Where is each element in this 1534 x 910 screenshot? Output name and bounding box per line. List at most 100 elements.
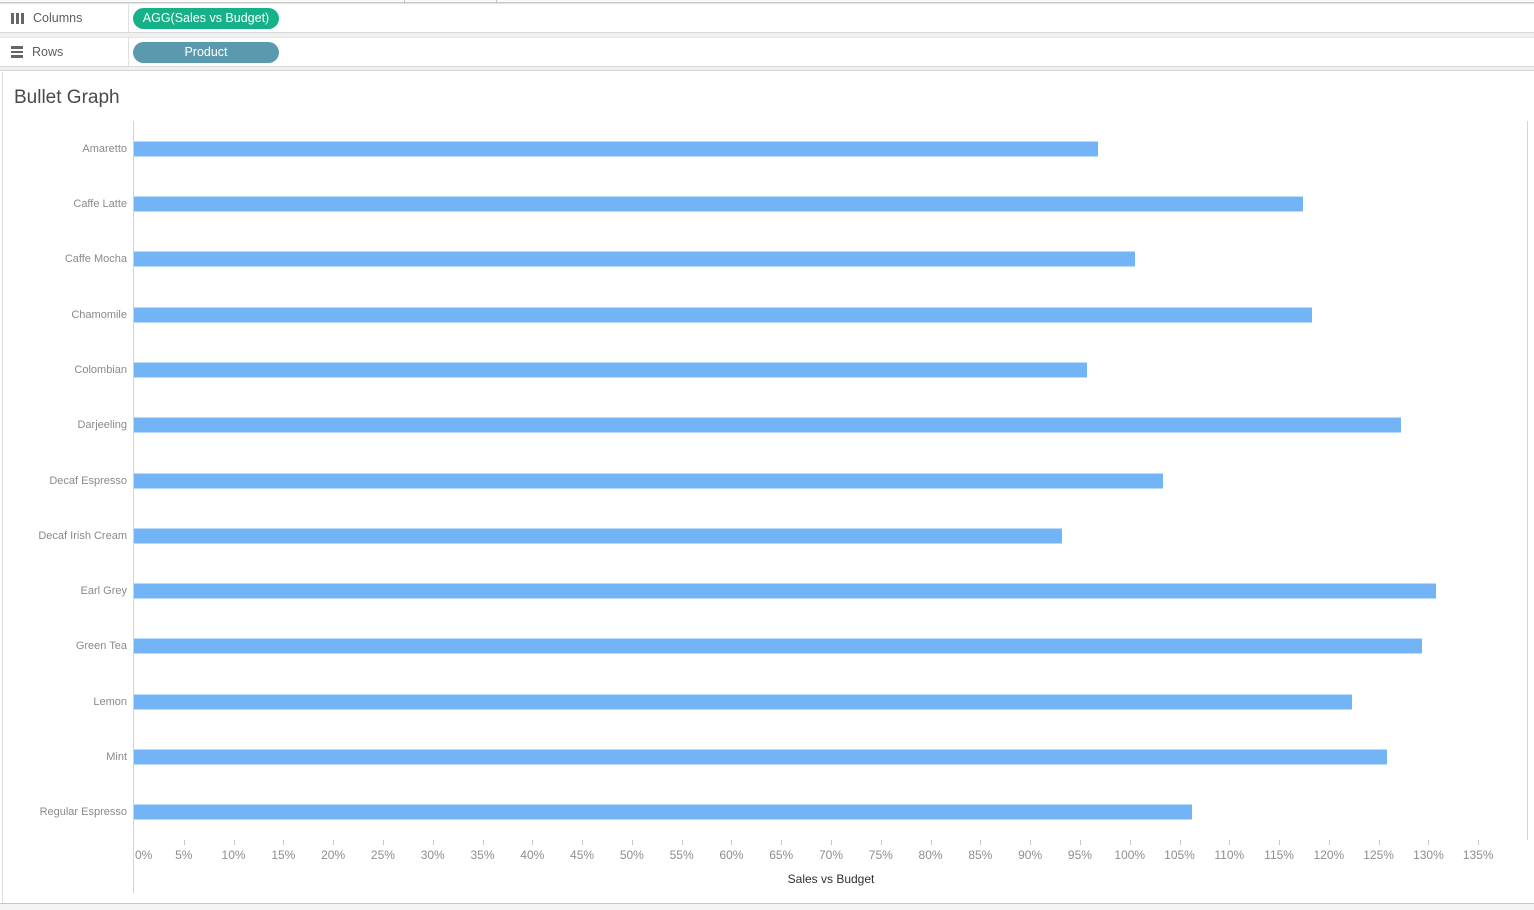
x-tick-label: 15% [271,848,296,862]
x-tick [681,840,683,845]
x-tick-label: 5% [175,848,193,862]
x-tick-label: 35% [470,848,495,862]
x-tick [1378,840,1380,845]
bar-darjeeling[interactable] [134,417,1401,433]
columns-icon [11,12,24,24]
x-tick-label: 110% [1214,848,1245,862]
row-header-colombian[interactable]: Colombian [74,363,127,376]
x-tick [1428,840,1430,845]
x-tick [532,840,534,845]
x-tick-label: 135% [1462,848,1494,862]
row-header-lemon[interactable]: Lemon [93,695,127,708]
measure-pill-sales-vs-budget[interactable]: AGG(Sales vs Budget) [133,7,279,29]
x-tick-label: 60% [719,848,744,862]
bar-colombian[interactable] [134,362,1088,378]
x-tick-label: 20% [321,848,346,862]
x-tick [631,840,633,845]
x-tick [1030,840,1032,845]
row-header-green-tea[interactable]: Green Tea [75,640,127,653]
x-tick-label: 80% [918,848,943,862]
x-tick [880,840,882,845]
row-header-mint[interactable]: Mint [106,751,127,764]
bar-earl-grey[interactable] [134,583,1437,599]
rows-shelf-label: Rows [32,45,64,59]
x-tick [183,840,185,845]
rows-shelf-header: Rows [0,38,129,66]
columns-shelf[interactable]: Columns AGG(Sales vs Budget) [0,3,1534,33]
worksheet-left-border [2,72,3,903]
x-tick-label: 45% [570,848,595,862]
x-tick-label: 65% [769,848,794,862]
x-tick-label: 95% [1067,848,1092,862]
bar-caffe-latte[interactable] [134,196,1304,212]
x-tick-label: 115% [1264,848,1294,862]
x-tick [1179,840,1181,845]
bar-green-tea[interactable] [134,638,1422,654]
x-tick [1279,840,1281,845]
x-tick [233,840,235,845]
x-tick [1229,840,1231,845]
x-tick-label: 75% [868,848,893,862]
row-header-caffe-latte[interactable]: Caffe Latte [73,197,127,210]
rows-shelf[interactable]: Rows Product [0,37,1534,67]
row-header-regular-espresso[interactable]: Regular Espresso [39,806,127,819]
x-tick [930,840,932,845]
row-header-amaretto[interactable]: Amaretto [82,142,127,155]
x-tick-label: 120% [1313,848,1345,862]
bar-amaretto[interactable] [134,141,1099,157]
viz-title: Bullet Graph [14,87,120,108]
x-tick-label: 125% [1363,848,1394,862]
x-tick [382,840,384,845]
x-tick [731,840,733,845]
row-header-decaf-irish-cream[interactable]: Decaf Irish Cream [38,529,127,542]
bar-chamomile[interactable] [134,307,1313,323]
x-tick-label: 50% [619,848,644,862]
columns-pill-area[interactable]: AGG(Sales vs Budget) [129,4,1534,32]
x-tick-label: 90% [1018,848,1043,862]
x-tick [831,840,832,845]
columns-shelf-label: Columns [33,11,83,25]
x-tick [1079,840,1081,845]
row-header-earl-grey[interactable]: Earl Grey [80,585,127,598]
rows-pill-area[interactable]: Product [129,38,1534,66]
x-axis-title: Sales vs Budget [787,872,875,886]
bar-mint[interactable] [134,749,1387,765]
columns-shelf-header: Columns [0,4,129,32]
bar-lemon[interactable] [134,694,1352,710]
chart-pane [134,121,1528,840]
dimension-pill-product[interactable]: Product [133,41,279,63]
row-header-caffe-mocha[interactable]: Caffe Mocha [64,253,127,266]
x-tick [432,840,434,845]
y-axis-line [133,121,134,893]
x-tick-label: 30% [420,848,445,862]
x-tick-label: 0% [135,848,153,862]
x-tick-label: 130% [1413,848,1444,862]
row-header-decaf-espresso[interactable]: Decaf Espresso [49,474,127,487]
x-tick-label: 40% [520,848,545,862]
x-tick [582,840,584,845]
x-tick [333,840,335,845]
x-tick-label: 55% [669,848,694,862]
x-tick-label: 105% [1164,848,1195,862]
toolbar-divider [404,0,405,3]
bar-decaf-irish-cream[interactable] [134,528,1063,544]
bar-regular-espresso[interactable] [134,804,1192,820]
row-header-darjeeling[interactable]: Darjeeling [77,419,127,432]
toolbar-edge [0,0,1534,3]
toolbar-divider [496,0,497,3]
x-tick-label: 70% [818,848,844,862]
x-tick-label: 25% [370,848,395,862]
x-tick [482,840,484,845]
row-header-chamomile[interactable]: Chamomile [71,308,127,321]
bar-decaf-espresso[interactable] [134,473,1163,488]
x-tick [980,840,982,845]
status-bar-edge [0,903,1534,910]
x-tick-label: 10% [221,848,246,862]
x-axis: Sales vs Budget 0% 5% 10% 15% 20% 25% 30% 35% 40… [134,840,1528,892]
shelf-area: Columns AGG(Sales vs Budget) Rows Produc… [0,0,1534,71]
rows-icon [11,46,23,58]
x-tick [1478,840,1480,845]
bar-caffe-mocha[interactable] [134,251,1135,267]
x-tick-label: 100% [1114,848,1146,862]
